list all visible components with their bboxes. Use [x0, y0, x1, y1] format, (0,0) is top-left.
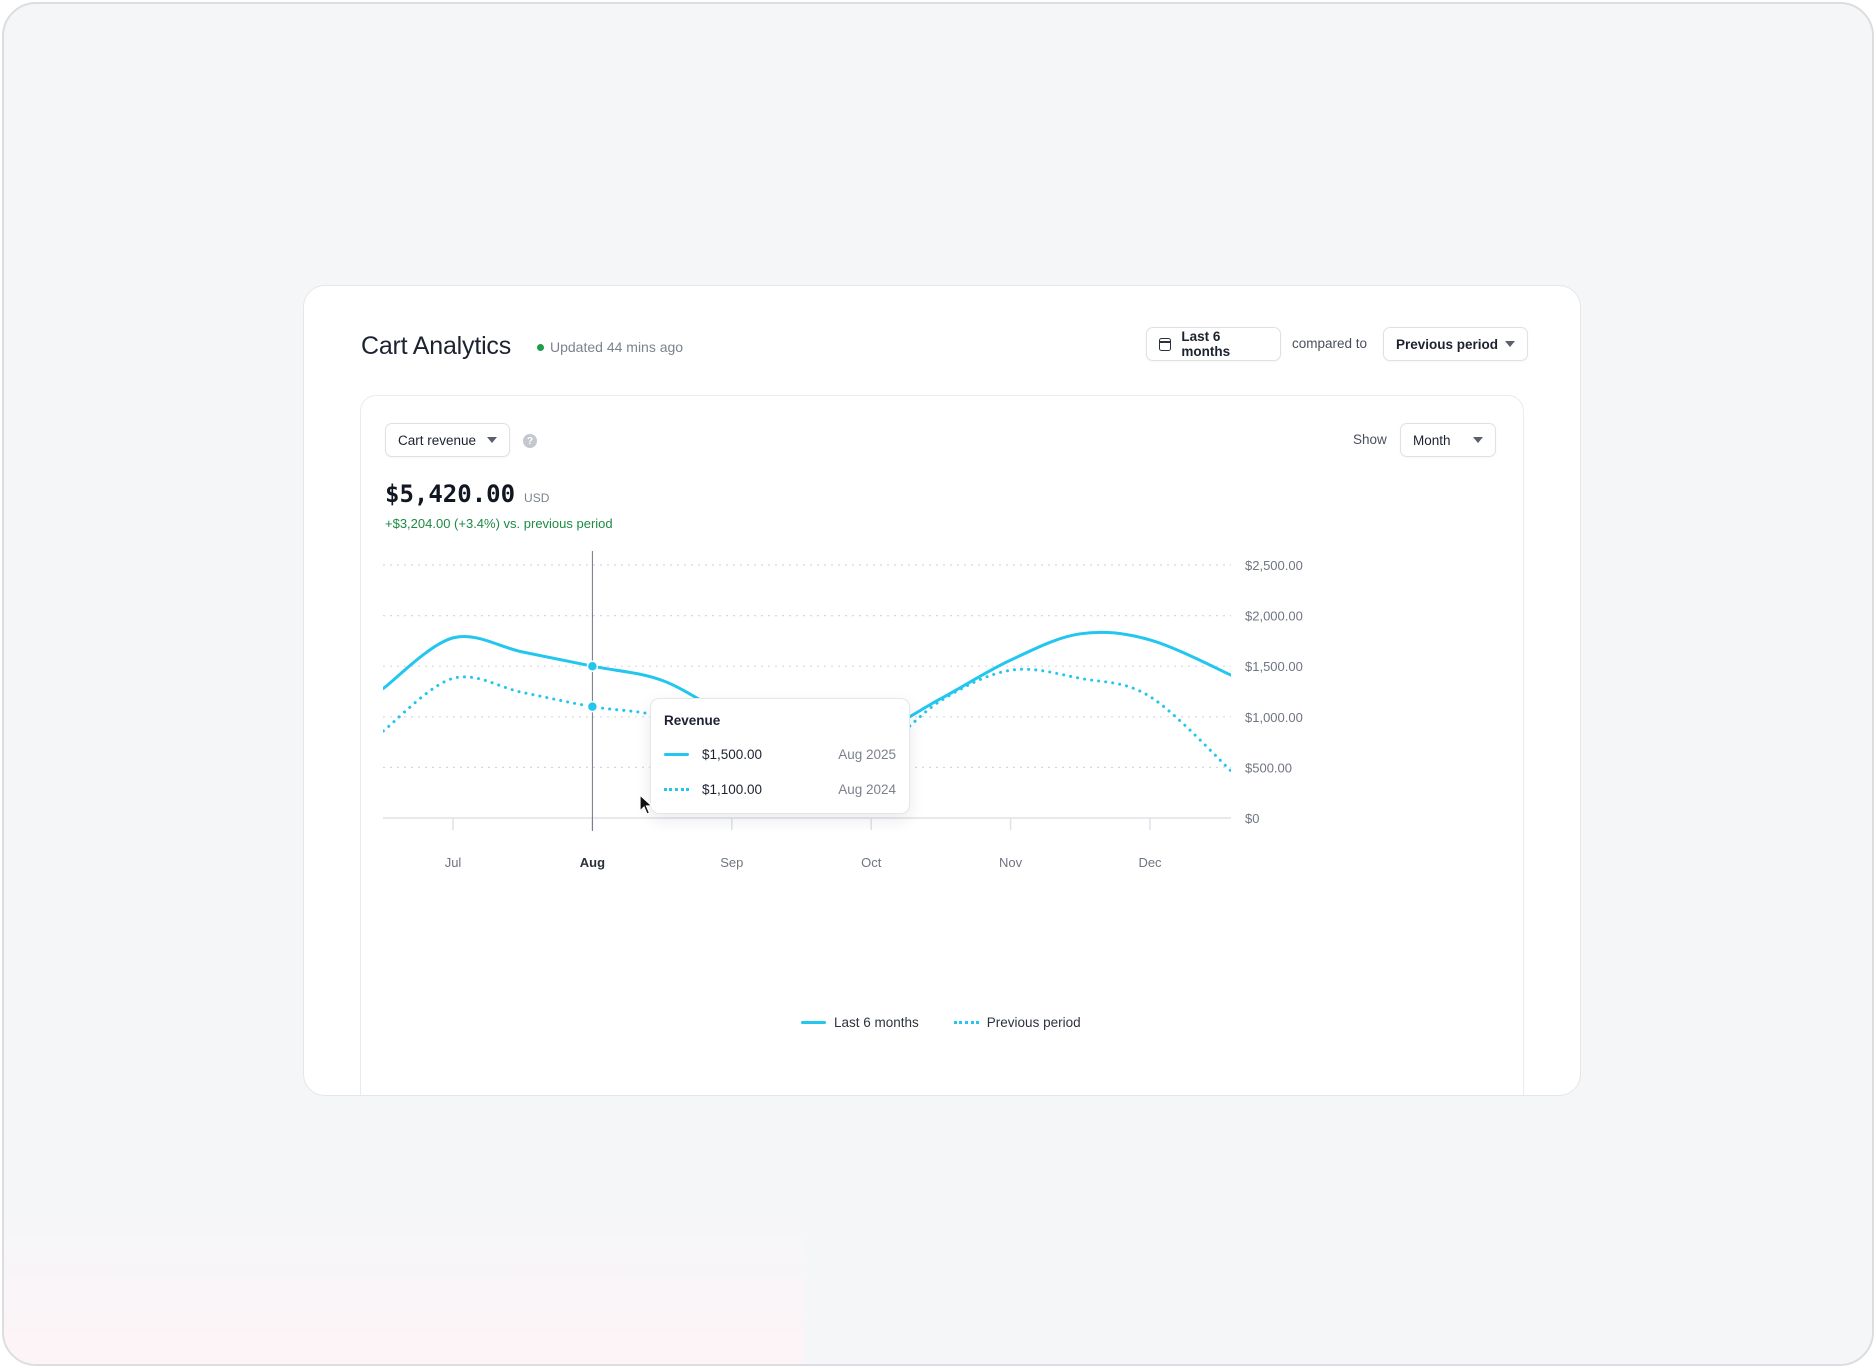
legend-label: Last 6 months [834, 1015, 919, 1030]
tooltip-row: $1,100.00 Aug 2024 [664, 779, 896, 799]
help-icon[interactable]: ? [523, 434, 537, 448]
tooltip-date: Aug 2024 [838, 781, 896, 797]
background-glow [4, 1204, 804, 1364]
tooltip-title: Revenue [664, 713, 721, 728]
x-tick-label: Sep [720, 855, 743, 870]
dotted-line-swatch [664, 787, 689, 791]
compared-to-label: compared to [1292, 336, 1368, 351]
date-range-label: Last 6 months [1181, 329, 1231, 359]
legend-item[interactable]: Previous period [953, 1015, 1081, 1030]
show-label: Show [1353, 432, 1387, 447]
page-title: Cart Analytics [361, 332, 512, 360]
metric-select[interactable]: Cart revenue [385, 423, 510, 457]
granularity-label: Month [1413, 432, 1451, 448]
chart-panel: Cart revenue ? Show Month $5,420.00 USD … [360, 395, 1525, 1096]
x-tick-label: Dec [1138, 855, 1162, 870]
chevron-down-icon [1505, 341, 1515, 347]
hover-point-current [586, 660, 599, 672]
legend-item[interactable]: Last 6 months [801, 1015, 919, 1030]
dotted-line-swatch [953, 1021, 979, 1024]
chevron-down-icon [1473, 437, 1483, 443]
tooltip-row: $1,500.00 Aug 2025 [664, 744, 896, 764]
total-value: $5,420.00 [385, 480, 516, 508]
legend-label: Previous period [986, 1015, 1081, 1030]
metric-label: Cart revenue [398, 432, 477, 448]
y-tick-label: $2,000.00 [1245, 609, 1303, 624]
x-tick-label: Nov [999, 855, 1023, 870]
status-text: Updated 44 mins ago [550, 339, 684, 355]
date-range-button[interactable]: Last 6 months [1146, 327, 1281, 361]
tooltip-value: $1,100.00 [702, 781, 763, 797]
tooltip-value: $1,500.00 [702, 746, 763, 762]
y-tick-label: $1,000.00 [1245, 710, 1303, 725]
revenue-delta: +$3,204.00 (+3.4%) vs. previous period [385, 516, 613, 531]
x-tick-label: Oct [861, 855, 882, 870]
cursor-icon [639, 794, 653, 815]
chevron-down-icon [487, 437, 497, 443]
tooltip-date: Aug 2025 [838, 746, 896, 762]
chart-tooltip: Revenue $1,500.00 Aug 2025 $1,100.00 Aug… [650, 698, 910, 814]
chart-legend: Last 6 months Previous period [801, 1015, 1116, 1030]
cart-analytics-card: Cart Analytics Updated 44 mins ago Last … [303, 285, 1581, 1096]
y-tick-label: $0 [1245, 811, 1259, 826]
compare-period-select[interactable]: Previous period [1383, 327, 1528, 361]
solid-line-swatch [664, 752, 689, 756]
solid-line-swatch [801, 1021, 826, 1024]
hover-point-previous [586, 700, 599, 713]
currency-label: USD [524, 491, 550, 505]
granularity-select[interactable]: Month [1400, 423, 1496, 457]
total-revenue: $5,420.00 USD [385, 480, 549, 508]
y-tick-label: $1,500.00 [1245, 659, 1303, 674]
x-tick-label: Aug [580, 855, 605, 870]
status-badge: Updated 44 mins ago [537, 339, 683, 355]
x-tick-label: Jul [445, 855, 462, 870]
y-tick-label: $500.00 [1245, 760, 1292, 775]
y-tick-label: $2,500.00 [1245, 558, 1303, 573]
calendar-icon [1159, 337, 1172, 351]
revenue-line-chart[interactable]: $0 $500.00 $1,000.00 $1,500.00 $2,000.00 $2,5… [361, 396, 1525, 1096]
compare-period-label: Previous period [1396, 336, 1499, 352]
status-dot-icon [537, 343, 544, 351]
